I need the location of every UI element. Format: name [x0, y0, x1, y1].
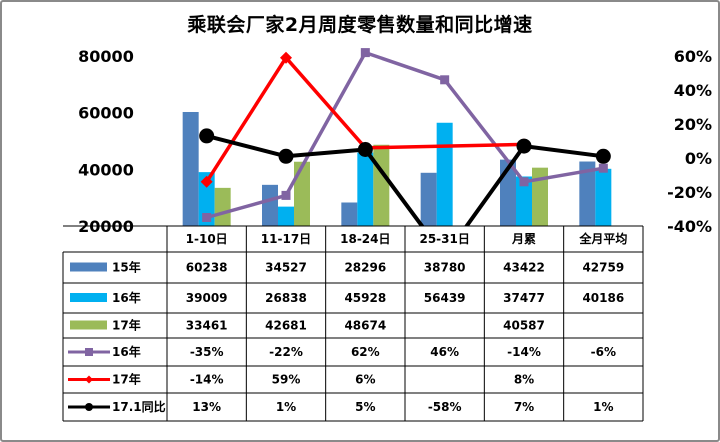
data-label: 62%	[351, 345, 380, 359]
y2-tick-label: -20%	[667, 183, 712, 202]
data-label: 28296	[344, 261, 386, 275]
bar-17年-4	[532, 167, 548, 226]
data-label: 1%	[276, 400, 296, 414]
data-label: 45928	[344, 291, 386, 305]
data-label: 1%	[593, 400, 613, 414]
data-label: 33461	[186, 319, 228, 333]
data-label: -14%	[507, 345, 541, 359]
data-label: -35%	[190, 345, 224, 359]
bar-16年-0	[198, 172, 215, 226]
legend-key-15年	[70, 262, 107, 272]
legend-key-17年	[70, 320, 107, 330]
legend-key-marker-16年	[85, 348, 93, 356]
line-17年-1	[205, 55, 525, 183]
data-label: 48674	[344, 319, 386, 333]
y2-tick-label: 0%	[685, 149, 712, 168]
legend-key-marker-17.1同比	[85, 403, 93, 411]
data-label: 34527	[265, 261, 307, 275]
x-category-label: 全月平均	[578, 231, 627, 246]
bar-15年-5	[579, 161, 596, 226]
data-label: 43422	[503, 261, 545, 275]
x-category-label: 11-17日	[261, 232, 311, 246]
bar-15年-1	[262, 184, 278, 226]
data-label: 5%	[355, 400, 375, 414]
data-label: 26838	[265, 291, 307, 305]
data-label: 38780	[424, 261, 466, 275]
y2-tick-label: 60%	[674, 47, 712, 66]
legend-label: 15年	[112, 260, 141, 275]
data-label: 42681	[265, 319, 307, 333]
bar-16年-3	[436, 122, 453, 226]
marker-17年-1-0	[200, 175, 213, 188]
y2-tick-label: 40%	[674, 81, 712, 100]
bar-16年-2	[357, 152, 374, 226]
marker-17.1同比-2-4	[516, 138, 532, 154]
marker-16年-0-5	[598, 163, 608, 173]
legend-label: 16年	[112, 344, 141, 359]
bar-15年-2	[341, 202, 358, 226]
y-tick-label: 60000	[78, 104, 134, 123]
chart-title: 乘联会厂家2月周度零售数量和同比增速	[187, 14, 533, 36]
marker-17.1同比-2-5	[595, 148, 611, 164]
data-label: -6%	[591, 345, 616, 359]
data-label: 8%	[514, 373, 534, 387]
legend-key-marker-17年	[85, 375, 93, 384]
data-label: 40186	[582, 291, 624, 305]
legend-label: 17年	[112, 318, 141, 333]
data-label: 56439	[424, 291, 466, 305]
data-label: 37477	[503, 291, 545, 305]
marker-17.1同比-2-1	[278, 148, 294, 164]
marker-16年-0-4	[519, 177, 529, 187]
x-category-label: 月累	[511, 232, 536, 246]
data-label: 59%	[272, 373, 301, 387]
marker-16年-0-3	[440, 75, 450, 85]
data-table: 1-10日 11-17日 18-24日 25-31日 月累 全月平均 15年 60238 345…	[62, 225, 644, 422]
data-label: 7%	[514, 400, 534, 414]
marker-17.1同比-2-2	[357, 142, 373, 157]
bar-17年-1	[294, 161, 310, 226]
data-label: 42759	[582, 261, 624, 275]
legend-label: 16年	[112, 290, 141, 305]
y2-tick-label: -40%	[667, 217, 712, 236]
x-category-label: 1-10日	[186, 232, 228, 246]
x-category-label: 25-31日	[419, 232, 469, 246]
bar-16年-5	[595, 168, 612, 226]
bar-17年-2	[373, 144, 390, 226]
bars-layer	[182, 111, 612, 226]
legend-key-16年	[70, 293, 107, 302]
marker-17.1同比-2-0	[199, 128, 215, 144]
data-label: 13%	[192, 400, 221, 414]
y2-tick-label: 20%	[674, 115, 712, 134]
data-label: 60238	[186, 261, 228, 275]
marker-16年-0-2	[360, 48, 370, 58]
y-tick-label: 80000	[78, 47, 134, 66]
lines-layer	[199, 48, 611, 226]
data-label: -58%	[428, 400, 462, 414]
x-category-label: 18-24日	[340, 232, 390, 246]
bar-16年-1	[278, 206, 294, 226]
marker-16年-0-0	[202, 213, 212, 222]
data-label: -14%	[190, 373, 224, 387]
bar-15年-3	[420, 172, 437, 226]
data-label: 39009	[186, 291, 228, 305]
bar-17年-0	[214, 187, 231, 226]
bar-16年-4	[516, 176, 532, 226]
line-17.1同比-2	[206, 133, 604, 226]
data-label: 6%	[355, 373, 375, 387]
data-label: 40587	[503, 319, 545, 333]
marker-17年-1-1	[280, 51, 292, 64]
y-tick-label: 40000	[78, 160, 134, 179]
bar-15年-0	[182, 111, 199, 226]
marker-16年-0-1	[281, 190, 291, 200]
line-16年-0	[206, 50, 604, 220]
data-label: -22%	[269, 345, 303, 359]
data-label: 46%	[430, 345, 459, 359]
legend-label: 17.1同比	[112, 399, 166, 414]
legend-label: 17年	[112, 372, 141, 387]
